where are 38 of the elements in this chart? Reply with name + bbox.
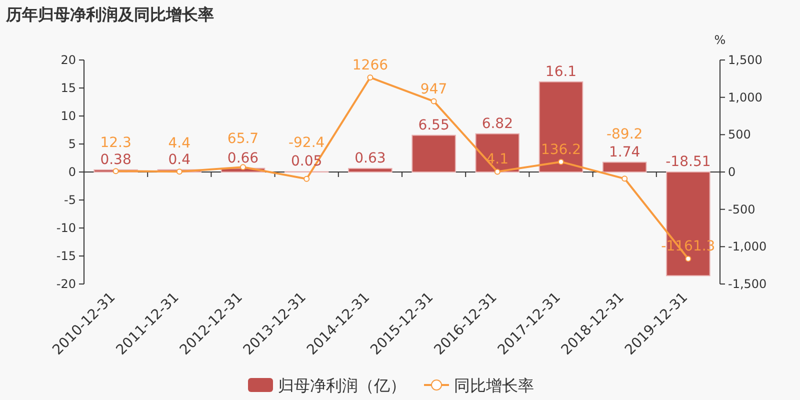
y-tick-label: -5 xyxy=(64,193,76,207)
y2-tick-label: 1,000 xyxy=(728,90,762,104)
y-tick-label: 5 xyxy=(68,137,76,151)
data-label: 65.7 xyxy=(227,131,259,148)
y-tick-label: 15 xyxy=(60,81,76,95)
legend-label: 归母净利润（亿） xyxy=(278,377,406,395)
y-tick-label: 20 xyxy=(60,53,76,67)
data-label: 1.74 xyxy=(609,144,640,160)
data-label: 0.4 xyxy=(168,152,191,168)
data-label: 136.2 xyxy=(540,142,582,158)
chart-title: 历年归母净利润及同比增长率 xyxy=(5,5,214,24)
y-tick-label: -20 xyxy=(56,277,76,291)
data-label: 0.38 xyxy=(100,152,132,168)
data-label: 947 xyxy=(420,81,448,98)
data-label: -18.51 xyxy=(666,154,711,170)
y-tick-label: 10 xyxy=(60,109,76,123)
data-label: 1266 xyxy=(352,57,388,74)
y2-tick-label: 0 xyxy=(728,165,736,179)
data-label: 6.82 xyxy=(482,116,513,132)
data-label: -92.4 xyxy=(288,134,325,151)
data-label: 16.1 xyxy=(545,64,577,80)
y2-tick-label: -1,000 xyxy=(728,240,767,254)
data-label: -89.2 xyxy=(606,126,643,143)
y2-tick-label: -500 xyxy=(728,202,756,216)
y-tick-label: -15 xyxy=(56,249,76,263)
y-tick-label: -10 xyxy=(56,221,76,235)
data-label: 4.4 xyxy=(168,136,191,152)
y-tick-label: 0 xyxy=(68,165,76,179)
data-label: 4.1 xyxy=(486,152,509,168)
y2-axis-title: % xyxy=(714,33,726,47)
data-label: 0.66 xyxy=(227,150,259,166)
y2-tick-label: -1,500 xyxy=(728,277,767,291)
y2-tick-label: 500 xyxy=(728,128,751,142)
data-label: 12.3 xyxy=(100,135,132,152)
legend-label: 同比增长率 xyxy=(454,377,534,395)
data-label: 0.63 xyxy=(354,150,386,166)
y2-tick-label: 1,500 xyxy=(728,53,762,67)
data-label: 6.55 xyxy=(418,117,450,134)
